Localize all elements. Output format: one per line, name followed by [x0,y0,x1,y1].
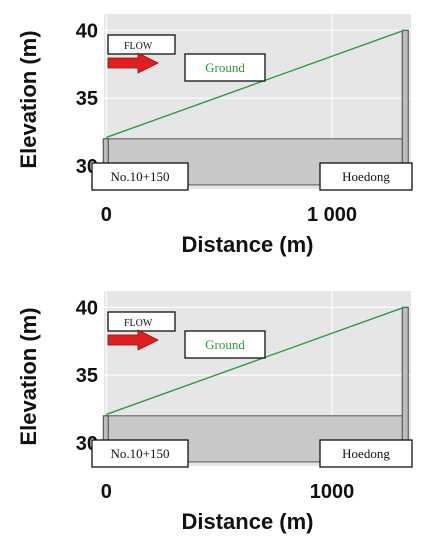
y-tick-label: 35 [76,365,98,387]
flow-label-box [107,311,176,332]
start-station-label: No.10+150 [111,446,170,461]
x-tick-label: 0 [101,204,112,226]
start-label-box [91,162,189,191]
ground-label-box [184,330,266,359]
ground-label: Ground [205,337,245,352]
ground-label: Ground [205,60,245,75]
y-tick-label: 35 [76,88,98,110]
flow-label-box [107,34,176,55]
ground-line [106,29,405,139]
end-wall [401,306,409,463]
x-axis-label: Distance (m) [181,509,313,534]
y-tick-label: 40 [76,20,98,42]
x-tick-label: 1000 [310,481,355,503]
ground-line [106,306,405,416]
x-tick-label: 0 [101,481,112,503]
start-station-label: No.10+150 [111,169,170,184]
x-tick-label: 1 000 [307,204,357,226]
start-label-box [91,439,189,468]
end-station-label: Hoedong [342,169,390,184]
y-axis-label: Elevation (m) [16,307,41,445]
flow-label: FLOW [124,41,153,52]
flow-arrow-icon [107,329,159,351]
flow-arrow-icon [107,52,159,74]
y-tick-label: 40 [76,297,98,319]
ground-label-box [184,53,266,82]
x-axis-label: Distance (m) [181,232,313,257]
flow-label: FLOW [124,318,153,329]
end-wall [401,29,409,186]
end-station-label: Hoedong [342,446,390,461]
end-label-box [319,439,413,468]
end-label-box [319,162,413,191]
y-axis-label: Elevation (m) [16,30,41,168]
